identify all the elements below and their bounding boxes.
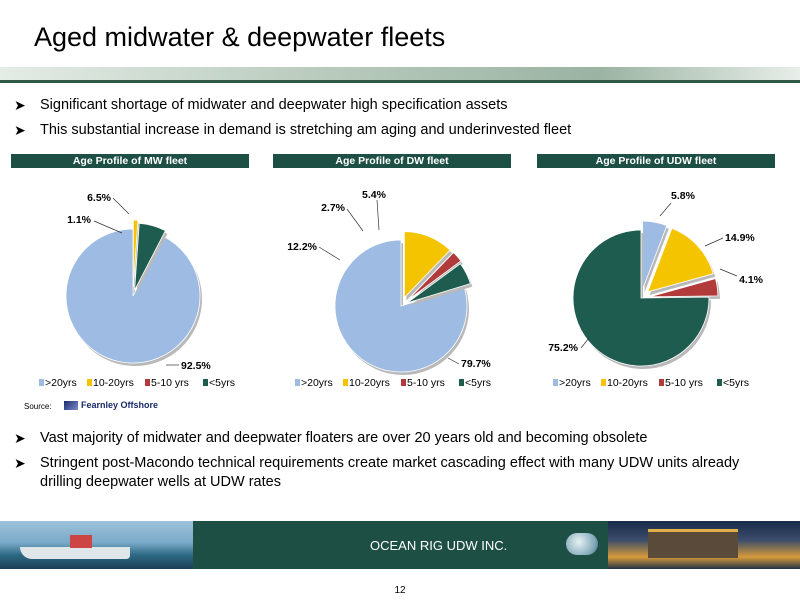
- pie-chart-dw: 79.7% 12.2% 2.7% 5.4% >20yrs 10-20yrs 5-10 yrs…: [287, 189, 491, 389]
- bullet-item: ➤ Significant shortage of midwater and d…: [14, 96, 784, 115]
- fearnley-logo-icon: [64, 401, 78, 411]
- legend-label: <5yrs: [465, 377, 491, 389]
- chart-udw-fleet: Age Profile of UDW fleet 5.8% 14.9% 4.1% 75…: [537, 154, 775, 394]
- leader-line: [112, 197, 130, 215]
- legend-swatch: [601, 379, 606, 386]
- data-label: 12.2%: [287, 241, 317, 253]
- rig-photo: [608, 521, 800, 569]
- legend-label: <5yrs: [723, 377, 749, 389]
- bullet-text: Stringent post-Macondo technical require…: [40, 455, 740, 490]
- title-underline: [0, 80, 800, 83]
- pie-slice-5-10-yrs: [407, 251, 462, 301]
- rig-structure: [648, 529, 738, 558]
- pie-slice--5yrs: [134, 222, 166, 291]
- bullet-item: ➤ Stringent post-Macondo technical requi…: [14, 454, 784, 492]
- legend-label: >20yrs: [559, 377, 591, 389]
- pie-slice--20yrs: [334, 239, 468, 373]
- legend-label: 5-10 yrs: [151, 377, 189, 389]
- leader-line: [93, 220, 123, 234]
- fearnley-logo: Fearnley Offshore: [64, 400, 159, 411]
- legend-label: 10-20yrs: [349, 377, 390, 389]
- data-label: 5.4%: [362, 189, 387, 201]
- legend-label: <5yrs: [209, 377, 235, 389]
- pie-slice-5-10-yrs: [649, 278, 719, 298]
- pie-slice-10-20yrs: [132, 219, 139, 288]
- legend-swatch: [203, 379, 208, 386]
- pie-slice--20yrs: [642, 220, 668, 290]
- pie-chart-mw: 92.5% 1.1% 6.5% >20yrs 10-20yrs 5-10 yrs <5yrs: [39, 192, 235, 389]
- source-name: Fearnley Offshore: [81, 400, 159, 410]
- legend-label: 10-20yrs: [93, 377, 134, 389]
- bullet-text: Vast majority of midwater and deepwater …: [40, 430, 648, 446]
- top-bullet-list: ➤ Significant shortage of midwater and d…: [14, 96, 784, 146]
- legend-label: >20yrs: [301, 377, 333, 389]
- legend-swatch: [87, 379, 92, 386]
- pie-slice-10-20yrs: [403, 231, 451, 299]
- data-label: 14.9%: [725, 232, 755, 244]
- drillship-photo: [0, 521, 193, 569]
- data-label: 75.2%: [548, 342, 578, 354]
- data-label: 2.7%: [321, 202, 346, 214]
- legend-swatch: [659, 379, 664, 386]
- ship-hull: [20, 547, 130, 559]
- chart-title: Age Profile of UDW fleet: [537, 154, 775, 168]
- legend-label: 5-10 yrs: [407, 377, 445, 389]
- pie-chart-udw: 5.8% 14.9% 4.1% 75.2% >20yrs 10-20yrs 5-10 yrs…: [548, 190, 764, 389]
- leader-line: [346, 208, 364, 232]
- arrow-bullet-icon: ➤: [14, 455, 26, 471]
- legend-swatch: [717, 379, 722, 386]
- legend-label: 10-20yrs: [607, 377, 648, 389]
- leader-line: [447, 357, 460, 365]
- company-name: OCEAN RIG UDW INC.: [370, 538, 508, 553]
- pie-slice-10-20yrs: [647, 227, 714, 293]
- legend-swatch: [401, 379, 406, 386]
- bullet-text: This substantial increase in demand is s…: [40, 122, 572, 138]
- slide-title: Aged midwater & deepwater fleets: [34, 22, 446, 52]
- legend-swatch: [459, 379, 464, 386]
- data-label: 1.1%: [67, 214, 92, 226]
- legend-swatch: [145, 379, 150, 386]
- leader-line: [580, 337, 590, 349]
- arrow-bullet-icon: ➤: [14, 430, 26, 446]
- legend-swatch: [343, 379, 348, 386]
- chart-title: Age Profile of DW fleet: [273, 154, 511, 168]
- data-label: 6.5%: [87, 192, 112, 204]
- legend-swatch: [295, 379, 300, 386]
- arrow-bullet-icon: ➤: [14, 97, 26, 113]
- data-label: 5.8%: [671, 190, 696, 202]
- legend-label: >20yrs: [45, 377, 77, 389]
- legend-label: 5-10 yrs: [665, 377, 703, 389]
- leader-line: [376, 199, 380, 231]
- ocean-rig-logo-icon: [566, 533, 598, 555]
- source-label: Source:: [24, 402, 52, 411]
- pie-slice--5yrs: [572, 229, 710, 367]
- bullet-item: ➤ This substantial increase in demand is…: [14, 121, 784, 140]
- arrow-bullet-icon: ➤: [14, 122, 26, 138]
- bullet-item: ➤ Vast majority of midwater and deepwate…: [14, 429, 784, 448]
- legend-swatch: [553, 379, 558, 386]
- leader-line: [704, 237, 724, 247]
- leader-line: [318, 246, 341, 261]
- leader-line: [659, 202, 672, 217]
- leader-line: [719, 268, 738, 277]
- page-number: 12: [394, 585, 406, 596]
- chart-mw-fleet: Age Profile of MW fleet 92.5% 1.1% 6.5% >20…: [11, 154, 249, 394]
- ship-superstructure: [70, 535, 92, 548]
- data-label: 92.5%: [181, 360, 211, 372]
- pie-slice--5yrs: [407, 263, 471, 304]
- legend-swatch: [39, 379, 44, 386]
- data-label: 4.1%: [739, 274, 764, 286]
- pie-slice--20yrs: [65, 228, 201, 364]
- title-underline-band: [0, 67, 800, 83]
- bullet-text: Significant shortage of midwater and dee…: [40, 97, 508, 113]
- chart-title: Age Profile of MW fleet: [11, 154, 249, 168]
- bottom-bullet-list: ➤ Vast majority of midwater and deepwate…: [14, 429, 784, 498]
- chart-dw-fleet: Age Profile of DW fleet 79.7% 12.2% 2.7% 5.…: [273, 154, 511, 394]
- data-label: 79.7%: [461, 358, 491, 370]
